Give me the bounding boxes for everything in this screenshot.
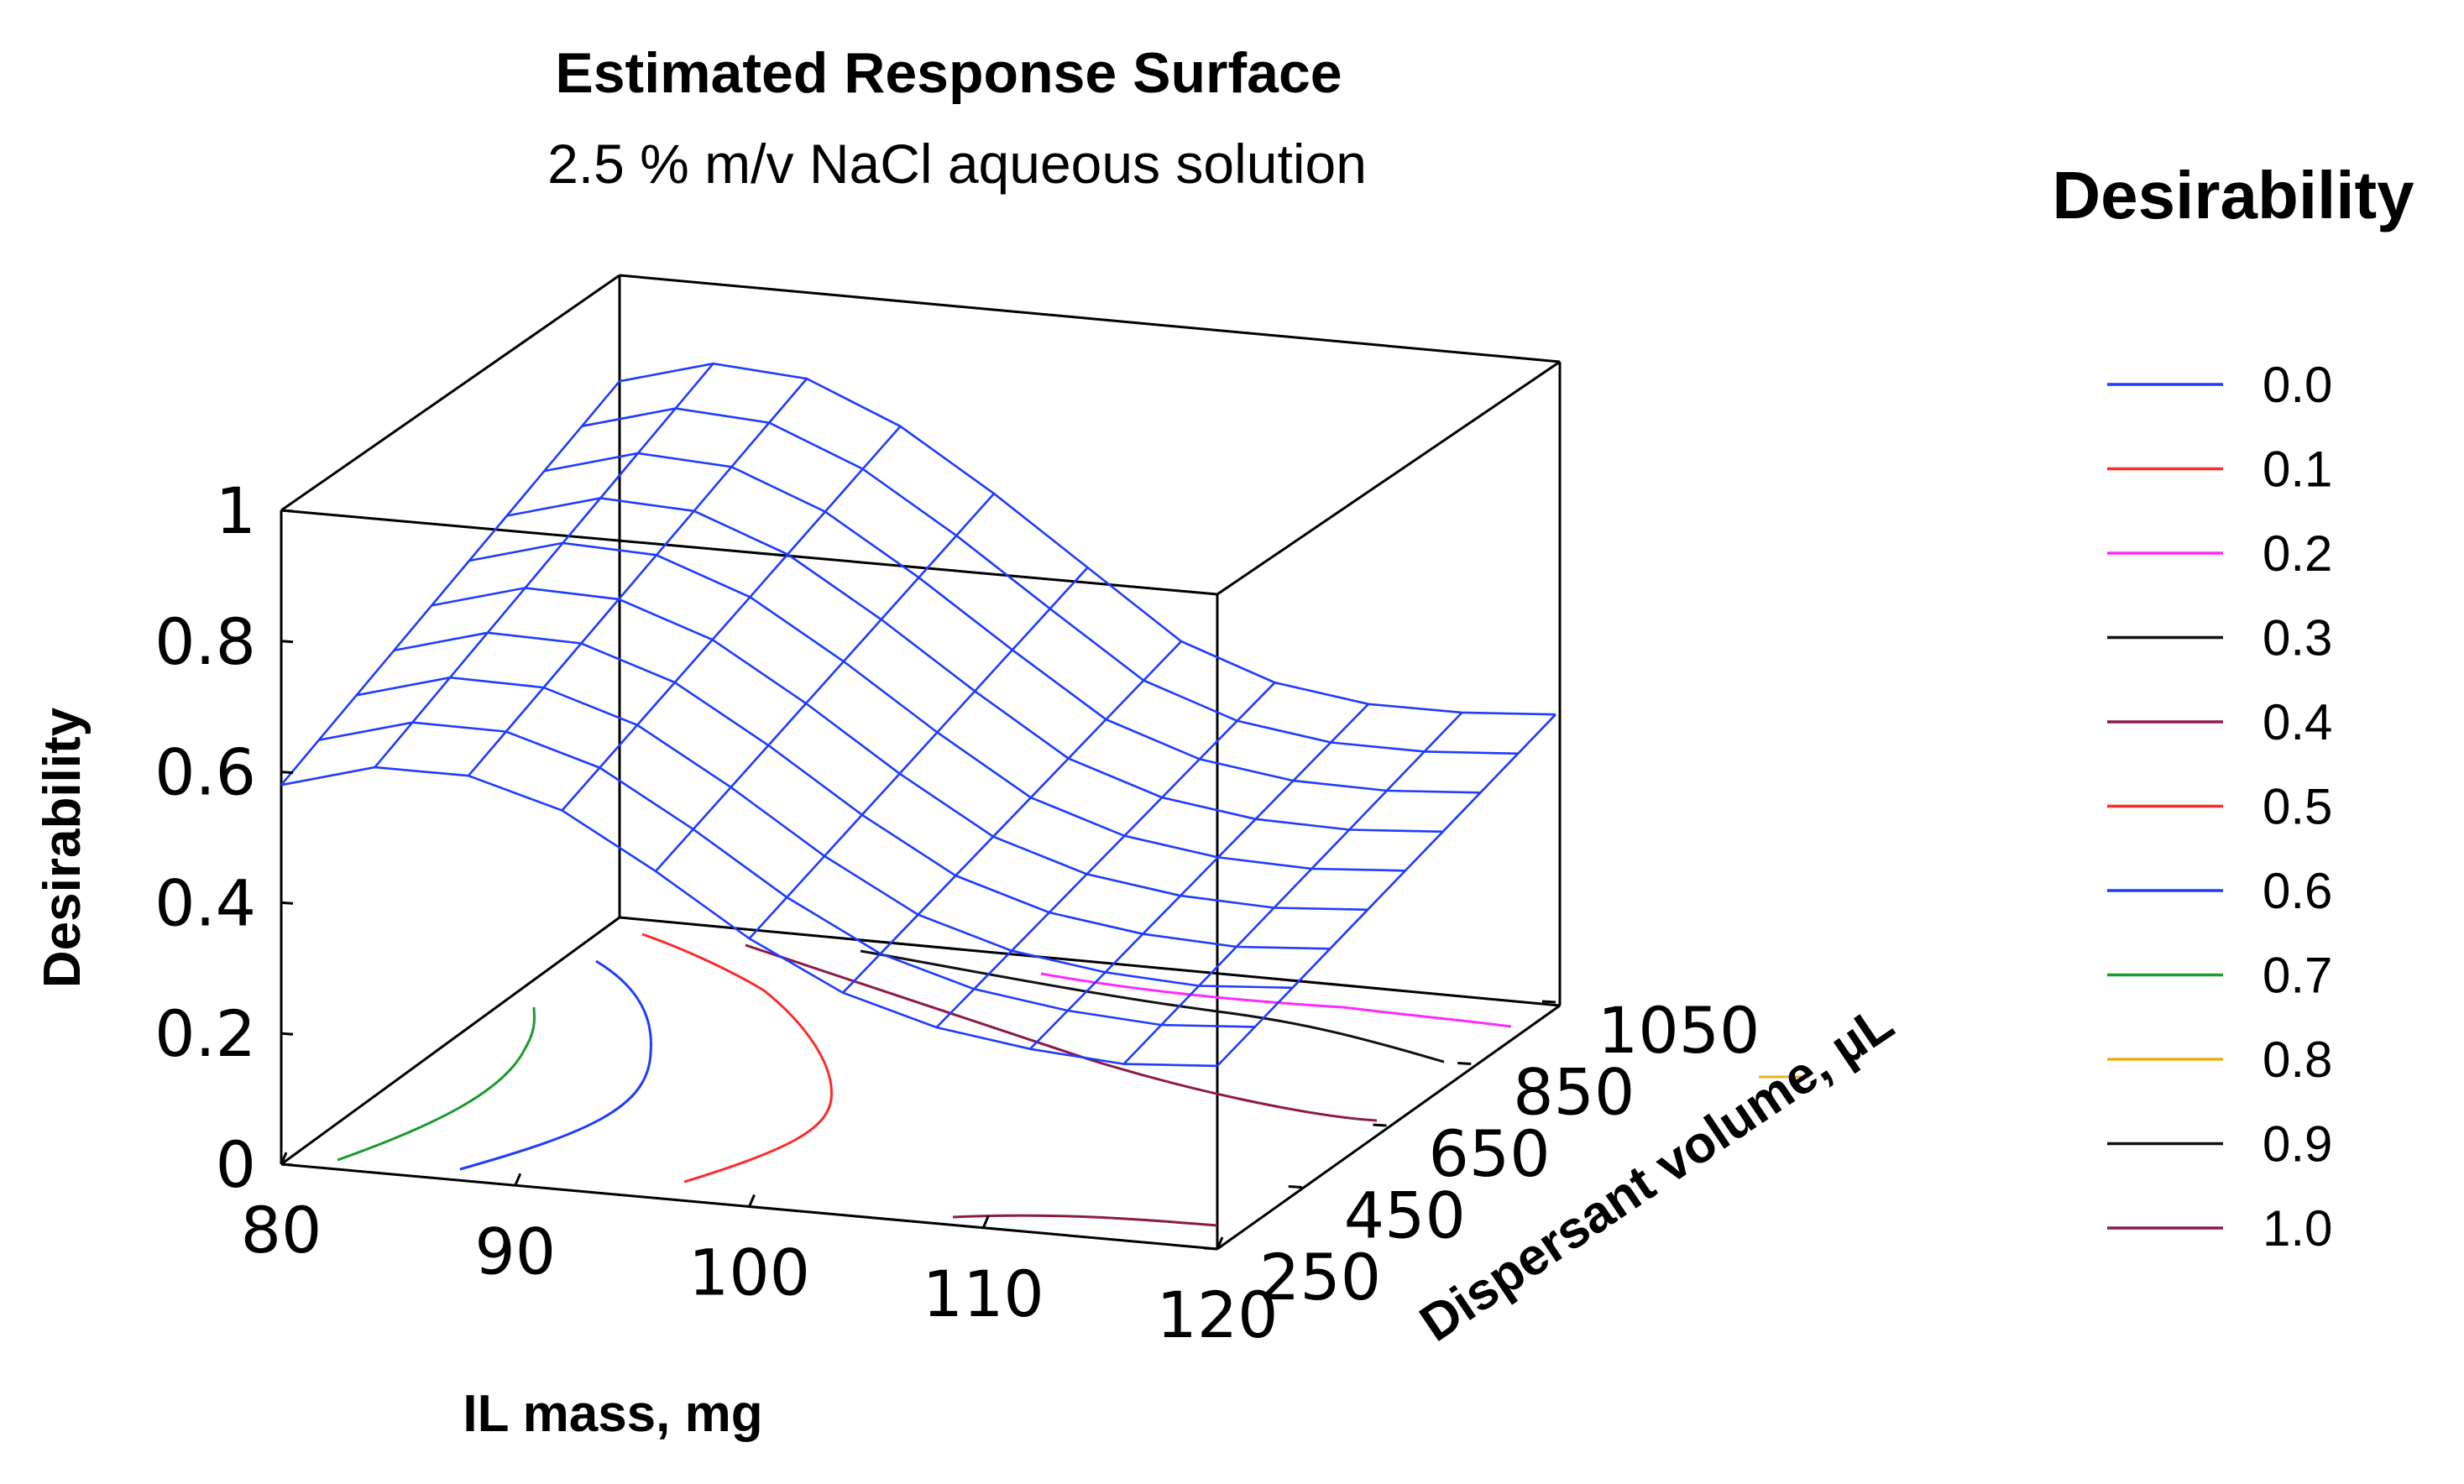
legend-title: Desirability bbox=[2052, 158, 2414, 233]
x-tick-mark bbox=[748, 1194, 756, 1208]
z-axis-ticks: 0 0.2 0.4 0.6 0.8 1 bbox=[154, 473, 294, 1202]
x-axis-label: IL mass, mg bbox=[463, 1385, 762, 1443]
surface-grid-line-ilmass-1 bbox=[374, 363, 714, 768]
surface-grid-line-dispersant-7 bbox=[544, 452, 1481, 794]
surface-grid-line-ilmass-2 bbox=[468, 378, 808, 777]
x-tick-mark bbox=[514, 1173, 522, 1186]
z-tick-mark bbox=[280, 640, 294, 644]
z-tick-label: 0.8 bbox=[154, 604, 256, 679]
surface-grid-line-ilmass-0 bbox=[280, 380, 620, 786]
surface-grid-line-dispersant-0 bbox=[280, 766, 1218, 1068]
response-surface-mesh bbox=[280, 362, 1556, 1068]
surface-grid-line-ilmass-7 bbox=[935, 682, 1276, 1028]
surface-grid-line-dispersant-3 bbox=[394, 631, 1331, 950]
y-tick-mark bbox=[1203, 1246, 1218, 1251]
legend-label: 0.7 bbox=[2263, 948, 2332, 1004]
surface-grid-line-ilmass-6 bbox=[842, 640, 1182, 994]
legend-label: 0.6 bbox=[2263, 863, 2332, 919]
x-tick-label: 120 bbox=[1156, 1278, 1278, 1352]
legend-label: 0.0 bbox=[2263, 357, 2332, 413]
z-tick-label: 0.2 bbox=[154, 996, 256, 1071]
contour-line-0.3 bbox=[860, 949, 1445, 1063]
box-front-top bbox=[280, 509, 1218, 596]
y-tick-mark bbox=[1373, 1123, 1387, 1127]
y-tick-mark bbox=[1288, 1185, 1302, 1189]
surface-grid-line-dispersant-1 bbox=[318, 721, 1255, 1028]
surface-grid-line-dispersant-2 bbox=[356, 676, 1293, 990]
y-tick-label: 650 bbox=[1429, 1116, 1551, 1191]
legend-label: 0.2 bbox=[2263, 525, 2332, 582]
y-tick-mark bbox=[1541, 1000, 1556, 1004]
legend-label: 0.9 bbox=[2263, 1116, 2332, 1173]
floor-contours bbox=[337, 933, 1809, 1227]
x-tick-label: 90 bbox=[474, 1214, 556, 1288]
surface-grid-line-ilmass-4 bbox=[655, 493, 995, 872]
z-tick-label: 0 bbox=[216, 1127, 256, 1202]
surface-grid-line-dispersant-4 bbox=[431, 587, 1368, 912]
x-tick-mark bbox=[981, 1215, 990, 1229]
z-tick-mark bbox=[280, 771, 294, 775]
legend-label: 0.8 bbox=[2263, 1032, 2332, 1088]
contour-line-0.4-a bbox=[745, 943, 1378, 1122]
y-tick-label: 250 bbox=[1259, 1240, 1381, 1314]
chart-subtitle: 2.5 % m/v NaCl aqueous solution bbox=[547, 133, 1367, 195]
contour-line-0.2 bbox=[1040, 972, 1512, 1028]
x-tick-label: 110 bbox=[923, 1257, 1044, 1331]
contour-line-0.6 bbox=[459, 959, 652, 1171]
surface-grid-line-dispersant-9 bbox=[619, 362, 1556, 716]
chart-title: Estimated Response Surface bbox=[555, 41, 1342, 105]
legend-label: 1.0 bbox=[2263, 1200, 2332, 1257]
contour-line-0.4-b bbox=[952, 1214, 1218, 1227]
surface-grid-line-ilmass-10 bbox=[1216, 713, 1556, 1067]
legend-label: 0.4 bbox=[2263, 694, 2332, 750]
box-left-bottom bbox=[280, 916, 620, 1166]
surface-grid-line-ilmass-8 bbox=[1029, 703, 1369, 1050]
surface-grid-line-ilmass-3 bbox=[561, 426, 902, 812]
z-tick-mark bbox=[280, 1032, 294, 1036]
box-back-bottom bbox=[619, 916, 1561, 1007]
z-tick-mark bbox=[280, 901, 294, 905]
x-axis-ticks: 80 90 100 110 120 bbox=[241, 1152, 1279, 1352]
z-tick-label: 0.6 bbox=[154, 735, 256, 810]
box-left-top bbox=[280, 274, 620, 512]
x-tick-mark bbox=[1216, 1236, 1224, 1250]
contour-line-0.7 bbox=[337, 1006, 536, 1162]
y-tick-label: 450 bbox=[1344, 1178, 1466, 1253]
surface-grid-line-ilmass-5 bbox=[748, 567, 1089, 939]
surface-grid-line-ilmass-9 bbox=[1122, 711, 1463, 1065]
z-tick-label: 0.4 bbox=[154, 865, 256, 940]
x-tick-label: 80 bbox=[241, 1193, 322, 1267]
contour-line-0.5 bbox=[641, 933, 833, 1184]
y-tick-mark bbox=[1457, 1062, 1472, 1065]
legend: 0.0 0.1 0.2 0.3 0.4 0.5 0.6 0.7 0.8 0.9 1.0 bbox=[2107, 357, 2332, 1257]
y-tick-label: 1050 bbox=[1598, 993, 1760, 1068]
legend-label: 0.5 bbox=[2263, 779, 2332, 835]
z-tick-label: 1 bbox=[216, 473, 256, 548]
x-tick-label: 100 bbox=[688, 1236, 810, 1310]
box-right-top bbox=[1216, 360, 1561, 596]
z-axis-label: Desirability bbox=[34, 707, 92, 988]
surface-grid-line-dispersant-8 bbox=[581, 407, 1519, 755]
legend-label: 0.1 bbox=[2263, 442, 2332, 498]
plot-box bbox=[280, 274, 1562, 1251]
y-tick-label: 850 bbox=[1513, 1055, 1635, 1130]
box-back-top-left bbox=[619, 274, 1561, 363]
z-tick-mark bbox=[280, 1163, 294, 1167]
x-tick-mark bbox=[280, 1152, 288, 1165]
legend-label: 0.3 bbox=[2263, 610, 2332, 666]
z-tick-mark bbox=[280, 509, 294, 513]
box-right-bottom bbox=[1216, 1004, 1561, 1251]
